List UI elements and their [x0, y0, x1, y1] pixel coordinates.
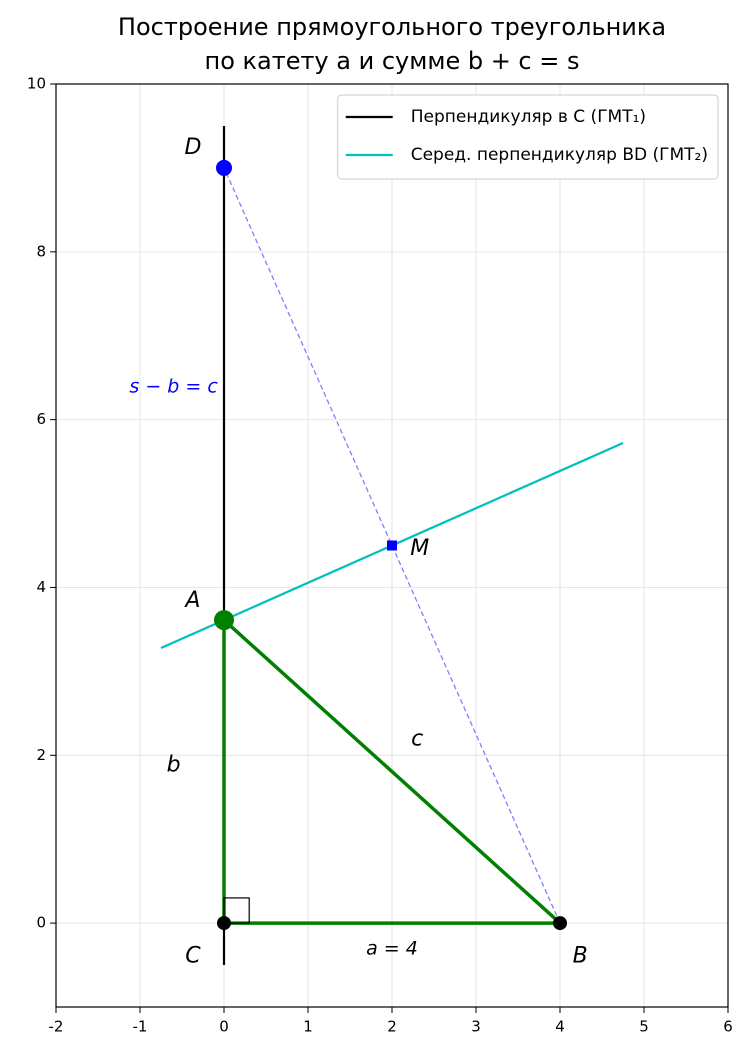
annotation: b — [167, 752, 181, 777]
annotation: D — [184, 135, 201, 160]
chart-subtitle: по катету a и сумме b + c = s — [205, 47, 580, 75]
x-tick-label: 6 — [723, 1018, 733, 1036]
point — [214, 610, 234, 631]
x-tick-label: 4 — [555, 1018, 565, 1036]
point — [387, 540, 397, 551]
point — [216, 159, 232, 176]
legend-label: Перпендикуляр в C (ГМТ₁) — [411, 107, 646, 127]
line — [222, 618, 562, 925]
x-tick-label: 3 — [471, 1018, 481, 1036]
annotation: a = 4 — [366, 938, 418, 960]
annotation: c — [411, 726, 423, 751]
x-tick-label: -2 — [49, 1018, 64, 1036]
legend: Перпендикуляр в C (ГМТ₁) Серед. перпендик… — [337, 94, 719, 180]
y-tick-label: 2 — [36, 746, 46, 764]
y-tick-label: 6 — [36, 410, 46, 428]
y-tick-label: 0 — [36, 914, 46, 932]
legend-box — [337, 94, 719, 180]
x-tick-label: 0 — [219, 1018, 229, 1036]
annotation: s − b = c — [129, 375, 218, 397]
y-tick-label: 10 — [27, 75, 46, 93]
x-tick-label: 1 — [303, 1018, 313, 1036]
y-tick-label: 8 — [36, 242, 46, 260]
x-tick-label: 2 — [387, 1018, 397, 1036]
line — [223, 167, 561, 924]
x-tick-label: 5 — [639, 1018, 649, 1036]
annotation: B — [573, 944, 588, 969]
y-tick-label: 4 — [36, 578, 46, 596]
point — [217, 916, 231, 931]
x-tick-label: -1 — [133, 1018, 148, 1036]
annotation: C — [185, 944, 201, 969]
right-angle — [223, 897, 250, 924]
plot-frame — [55, 83, 729, 1008]
chart-title: Построение прямоугольного треугольника — [118, 13, 666, 41]
annotation: A — [183, 588, 200, 613]
annotation: M — [410, 536, 429, 561]
point — [553, 916, 567, 931]
legend-label: Серед. перпендикуляр BD (ГМТ₂) — [411, 145, 708, 165]
